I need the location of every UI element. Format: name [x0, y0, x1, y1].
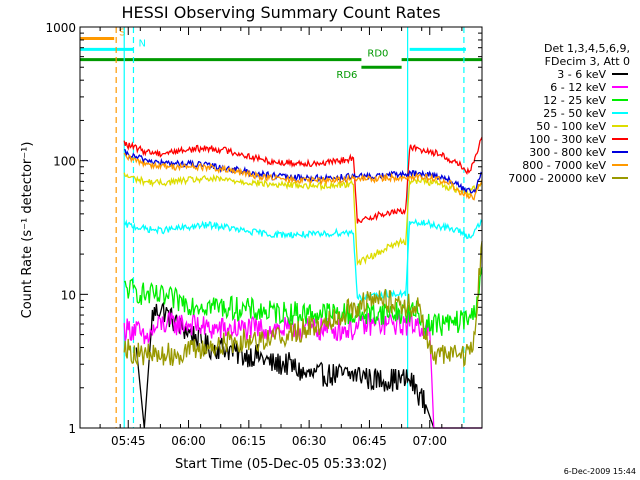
- x-tick-label: 06:45: [352, 434, 387, 448]
- series-line: [135, 301, 482, 429]
- legend-entry-label: 3 - 6 keV: [557, 68, 606, 81]
- legend: Det 1,3,4,5,6,9,FDecim 3, Att 03 - 6 keV…: [508, 42, 630, 185]
- y-axis-label: Count Rate (s⁻¹ detector⁻¹): [20, 142, 35, 319]
- data-series: [123, 136, 483, 429]
- annotation-label: S: [119, 28, 125, 39]
- x-tick-label: 06:00: [171, 434, 206, 448]
- x-tick-label: 07:00: [412, 434, 447, 448]
- series-line: [123, 136, 483, 224]
- x-tick-label: 06:30: [292, 434, 327, 448]
- legend-entry-label: 12 - 25 keV: [543, 94, 606, 107]
- x-axis-label: Start Time (05-Dec-05 05:33:02): [175, 457, 387, 472]
- series-line: [123, 218, 483, 302]
- series-line: [124, 148, 483, 195]
- legend-entry-label: 300 - 800 keV: [529, 146, 606, 159]
- legend-entry-label: 25 - 50 keV: [543, 107, 606, 120]
- axes: 05:45 06:00 06:15 06:30 06:45 07:00 1 10 100 1000: [45, 21, 483, 448]
- series-line: [123, 241, 483, 368]
- x-tick-label: 05:45: [111, 434, 146, 448]
- y-tick-label: 1: [68, 422, 76, 436]
- legend-entry-label: 6 - 12 keV: [550, 81, 606, 94]
- instrument-state-annotations: S N RD0 RD6: [80, 28, 482, 81]
- legend-entry-label: 7000 - 20000 keV: [508, 172, 606, 185]
- annotation-label: RD6: [336, 70, 357, 81]
- legend-header: FDecim 3, Att 0: [545, 55, 630, 68]
- legend-entry-label: 100 - 300 keV: [529, 133, 606, 146]
- annotation-label: N: [138, 38, 145, 49]
- legend-entry-label: 50 - 100 keV: [536, 120, 606, 133]
- chart-title: HESSI Observing Summary Count Rates: [121, 3, 440, 22]
- series-line: [123, 172, 483, 266]
- series-line: [123, 152, 483, 201]
- legend-entry-label: 800 - 7000 keV: [522, 159, 606, 172]
- legend-header: Det 1,3,4,5,6,9,: [544, 42, 630, 55]
- x-tick-label: 06:15: [232, 434, 267, 448]
- y-tick-label: 1000: [45, 21, 76, 35]
- date-stamp: 6-Dec-2009 15:44: [564, 467, 636, 476]
- y-tick-label: 100: [53, 155, 76, 169]
- annotation-label: RD0: [367, 49, 388, 60]
- vertical-markers: [115, 27, 465, 428]
- y-tick-label: 10: [61, 288, 76, 302]
